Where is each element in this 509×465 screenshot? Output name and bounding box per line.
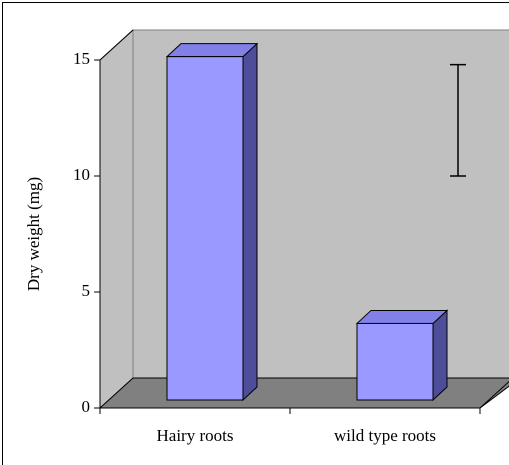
bar-top	[355, 309, 449, 324]
x-tick-label: wild type roots	[334, 426, 436, 445]
bar	[166, 56, 244, 401]
y-tick-label: 15	[73, 49, 90, 68]
bar-top	[165, 43, 259, 58]
y-axis-label: Dry weight (mg)	[24, 177, 43, 291]
y-tick-label: 0	[82, 397, 91, 416]
x-tick-label: Hairy roots	[157, 426, 234, 445]
bar	[356, 322, 434, 401]
floor	[98, 377, 509, 409]
side-wall	[99, 28, 134, 410]
bar-side	[242, 42, 258, 402]
bar-side	[432, 309, 448, 402]
y-tick-label: 10	[73, 165, 90, 184]
x-axis-depth	[479, 380, 509, 409]
y-tick-label: 5	[82, 281, 91, 300]
y-axis-depth	[99, 29, 134, 61]
